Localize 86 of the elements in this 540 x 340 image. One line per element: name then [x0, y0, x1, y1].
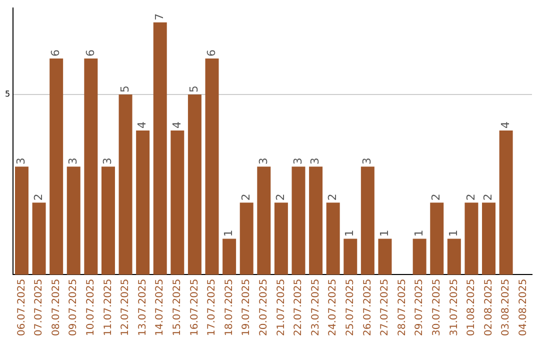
data-label: 2	[430, 194, 443, 201]
bar	[14, 166, 28, 275]
bar	[274, 202, 288, 275]
bar	[309, 166, 323, 275]
data-label: 2	[326, 194, 339, 201]
x-tick-label: 20.07.2025	[258, 278, 270, 336]
bar	[344, 238, 358, 275]
x-tick-label: 07.07.2025	[34, 278, 45, 336]
data-label: 1	[447, 230, 460, 237]
bar	[326, 202, 340, 275]
bar	[153, 22, 167, 275]
bar	[257, 166, 271, 275]
data-label: 5	[118, 86, 132, 93]
x-tick-label: 17.07.2025	[206, 278, 218, 336]
x-tick-label: 25.07.2025	[344, 278, 356, 336]
x-tick-label: 28.07.2025	[396, 278, 408, 336]
x-tick-label: 16.07.2025	[189, 278, 200, 336]
data-label: 6	[204, 49, 218, 56]
x-tick-label: 06.07.2025	[16, 278, 28, 336]
bar	[240, 202, 254, 275]
x-tick-label: 02.08.2025	[483, 278, 494, 336]
data-label: 2	[464, 194, 478, 201]
x-tick-label: 11.07.2025	[102, 278, 114, 336]
bar	[50, 58, 64, 275]
x-tick-label: 01.08.2025	[466, 278, 478, 336]
bar	[378, 238, 392, 275]
data-label: 1	[222, 230, 236, 237]
data-label: 3	[360, 158, 374, 165]
x-tick-label: 10.07.2025	[86, 278, 97, 336]
x-tick-label: 26.07.2025	[362, 278, 374, 336]
data-label: 3	[256, 158, 270, 165]
data-label: 3	[101, 158, 114, 165]
data-label: 3	[66, 158, 80, 165]
bar	[118, 94, 132, 275]
x-tick-label: 21.07.2025	[276, 278, 287, 336]
data-label: 6	[84, 49, 97, 56]
data-label: 3	[291, 158, 304, 165]
bar	[292, 166, 306, 275]
bar	[360, 166, 374, 275]
data-label: 1	[412, 230, 426, 237]
bar	[464, 202, 478, 275]
bar	[136, 130, 150, 275]
x-tick-label: 14.07.2025	[154, 278, 166, 336]
data-label: 2	[239, 194, 252, 201]
x-tick-label: 24.07.2025	[328, 278, 339, 336]
data-label: 4	[170, 122, 184, 129]
x-tick-label: 19.07.2025	[241, 278, 252, 336]
x-tick-label: 09.07.2025	[68, 278, 80, 336]
bar	[170, 130, 184, 275]
x-tick-label: 03.08.2025	[500, 278, 512, 336]
x-tick-label: 23.07.2025	[310, 278, 322, 336]
x-tick-label: 31.07.2025	[448, 278, 460, 336]
data-label: 5	[188, 86, 201, 93]
x-tick-label: 30.07.2025	[431, 278, 442, 336]
bar	[66, 166, 80, 275]
x-tick-label: 22.07.2025	[293, 278, 304, 336]
x-tick-label: 12.07.2025	[120, 278, 132, 336]
data-label: 4	[136, 122, 149, 129]
bar	[482, 202, 496, 275]
x-tick-label: 04.08.2025	[518, 278, 529, 336]
bar	[188, 94, 202, 275]
data-label: 7	[152, 13, 166, 20]
x-tick-label: 15.07.2025	[172, 278, 184, 336]
x-tick-label: 13.07.2025	[137, 278, 148, 336]
bar	[447, 238, 461, 275]
data-label: 3	[308, 158, 322, 165]
bar	[205, 58, 219, 275]
bar	[412, 238, 426, 275]
bar	[32, 202, 46, 275]
data-label: 2	[274, 194, 288, 201]
x-tick-label: 29.07.2025	[414, 278, 426, 336]
data-label: 4	[498, 122, 512, 129]
bar	[499, 130, 513, 275]
data-label: 1	[343, 230, 356, 237]
data-label: 2	[32, 194, 45, 201]
x-tick-label: 18.07.2025	[224, 278, 235, 336]
data-label: 6	[49, 49, 62, 56]
data-label: 3	[14, 158, 28, 165]
bar	[101, 166, 115, 275]
bar	[430, 202, 444, 275]
data-label: 2	[482, 194, 495, 201]
data-label: 1	[378, 230, 391, 237]
bar	[84, 58, 98, 275]
x-tick-label: 27.07.2025	[380, 278, 391, 336]
x-tick-label: 08.07.2025	[50, 278, 62, 336]
bar	[222, 238, 236, 275]
